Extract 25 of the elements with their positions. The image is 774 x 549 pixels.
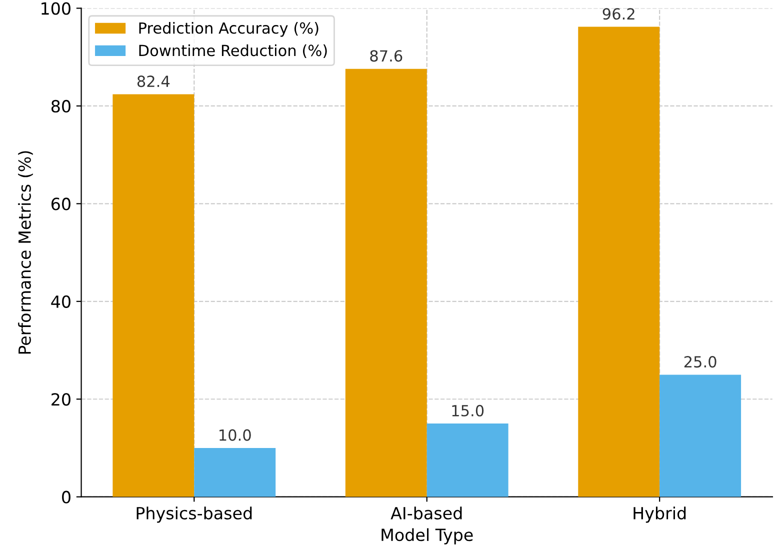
data-label: 10.0: [220, 429, 251, 441]
y-tick-label: 60: [52, 198, 70, 210]
x-axis-title: Model Type: [382, 528, 473, 544]
bar: [194, 448, 276, 497]
legend-label: Prediction Accuracy (%): [139, 22, 318, 37]
y-tick-label: 0: [62, 490, 70, 504]
bar: [660, 374, 742, 497]
y-tick-label: 20: [52, 393, 70, 406]
bar: [345, 68, 427, 497]
legend-label: Downtime Reduction (%): [139, 44, 327, 58]
data-label: 87.6: [370, 50, 402, 62]
data-label: 15.0: [452, 404, 484, 416]
x-tick-label: AI-based: [390, 506, 462, 520]
y-tick-label: 80: [51, 100, 70, 113]
bar: [112, 94, 194, 497]
data-label: 82.4: [137, 76, 170, 88]
data-label: 96.2: [602, 8, 634, 20]
x-tick-label: Hybrid: [634, 506, 686, 523]
bar: [578, 26, 660, 497]
data-label: 25.0: [684, 356, 716, 368]
y-tick-label: 40: [51, 295, 70, 308]
x-tick-label: Physics-based: [136, 506, 252, 523]
y-axis-title: Performance Metrics (%): [18, 151, 33, 354]
bar: [426, 424, 508, 497]
y-tick-label: 100: [42, 2, 70, 15]
